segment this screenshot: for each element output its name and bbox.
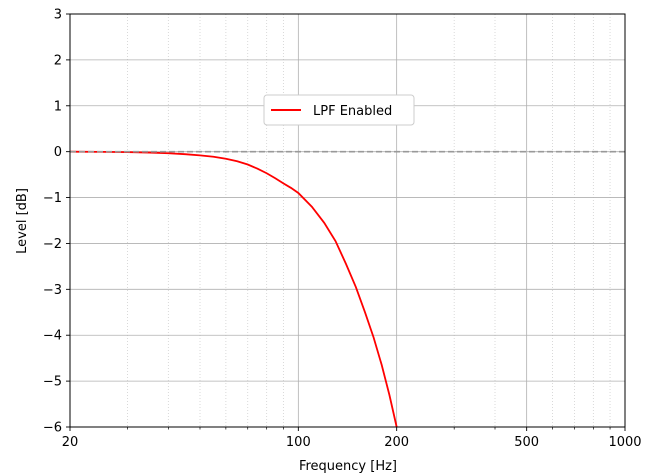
x-tick-label: 1000 — [608, 435, 641, 450]
series-layer — [69, 150, 625, 428]
x-tick-label: 200 — [384, 435, 409, 450]
y-tick-label: 0 — [54, 145, 62, 160]
y-tick-label: 1 — [54, 99, 62, 114]
legend-box — [263, 94, 415, 126]
x-axis-label: Frequency [Hz] — [299, 459, 397, 474]
y-tick-label: −2 — [43, 237, 62, 252]
y-tick-label: −1 — [43, 191, 62, 206]
x-tick-label: 20 — [62, 435, 79, 450]
y-axis-label: Level [dB] — [15, 188, 30, 254]
axis-ticks: 20 100 200 500 1000 3 2 1 0 −1 −2 −3 −4 −5 −6 — [43, 8, 642, 451]
legend-label-lpf-enabled: LPF Enabled — [313, 104, 392, 119]
y-tick-label: 2 — [54, 53, 62, 68]
y-tick-label: −5 — [43, 375, 62, 390]
legend: LPF Enabled — [263, 94, 415, 126]
x-tick-label: 100 — [286, 435, 311, 450]
plot-frame — [69, 13, 626, 428]
y-tick-label: −4 — [43, 329, 62, 344]
y-tick-label: −3 — [43, 283, 62, 298]
series-line-lpf-enabled — [69, 150, 398, 428]
y-tick-label: −6 — [43, 421, 62, 436]
x-tick-label: 500 — [514, 435, 539, 450]
y-tick-label: 3 — [54, 8, 62, 23]
grid — [69, 13, 626, 428]
